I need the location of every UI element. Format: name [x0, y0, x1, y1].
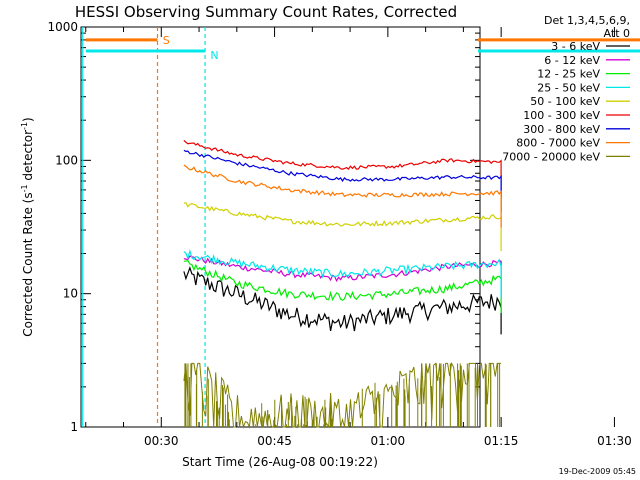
- series-line-6-12kev: [183, 255, 502, 298]
- y-tick-label: 100: [55, 153, 78, 167]
- plot-frame: [80, 26, 481, 428]
- legend-label: 50 - 100 keV: [530, 95, 600, 108]
- legend-header-line2: Att 0: [604, 27, 630, 40]
- legend-label: 100 - 300 keV: [523, 109, 600, 122]
- legend-header-line1: Det 1,3,4,5,6,9,: [544, 14, 630, 27]
- series-line-3-6kev: [183, 265, 502, 335]
- series-line-7000-20000kev: [183, 361, 502, 429]
- y-tick-label: 1000: [47, 20, 78, 34]
- series-line-100-300kev: [183, 139, 502, 197]
- saa-flag-label: S: [163, 34, 170, 47]
- series-line-800-7000kev: [183, 164, 502, 228]
- state-flags: SN: [85, 34, 640, 62]
- series-line-300-800kev: [183, 149, 502, 213]
- night-flag-label: N: [210, 49, 218, 62]
- series-line-50-100kev: [183, 202, 502, 251]
- x-tick-label: 00:45: [257, 434, 292, 448]
- timestamp: 19-Dec-2009 05:45: [559, 467, 636, 476]
- legend-label: 3 - 6 keV: [551, 40, 600, 53]
- y-tick-label: 10: [63, 287, 78, 301]
- legend-label: 12 - 25 keV: [537, 68, 600, 81]
- vertical-markers: [82, 27, 206, 427]
- series-line-12-25kev: [183, 260, 502, 314]
- y-axis-label: Corrected Count Rate (s-1 detector-1): [20, 117, 35, 336]
- chart-title: HESSI Observing Summary Count Rates, Cor…: [75, 3, 457, 21]
- legend-label: 800 - 7000 keV: [516, 137, 600, 150]
- y-tick-label: 1: [70, 420, 78, 434]
- x-tick-label: 01:15: [484, 434, 519, 448]
- legend-label: 300 - 800 keV: [523, 123, 600, 136]
- series-line-25-50kev: [183, 248, 502, 298]
- x-axis-label: Start Time (26-Aug-08 00:19:22): [182, 455, 378, 469]
- data-series: [183, 139, 502, 429]
- x-tick-label: 01:30: [597, 434, 632, 448]
- legend-label: 25 - 50 keV: [537, 81, 600, 94]
- legend-label: 6 - 12 keV: [544, 54, 600, 67]
- legend-label: 7000 - 20000 keV: [502, 150, 600, 163]
- x-tick-label: 00:30: [144, 434, 179, 448]
- x-tick-label: 01:00: [371, 434, 406, 448]
